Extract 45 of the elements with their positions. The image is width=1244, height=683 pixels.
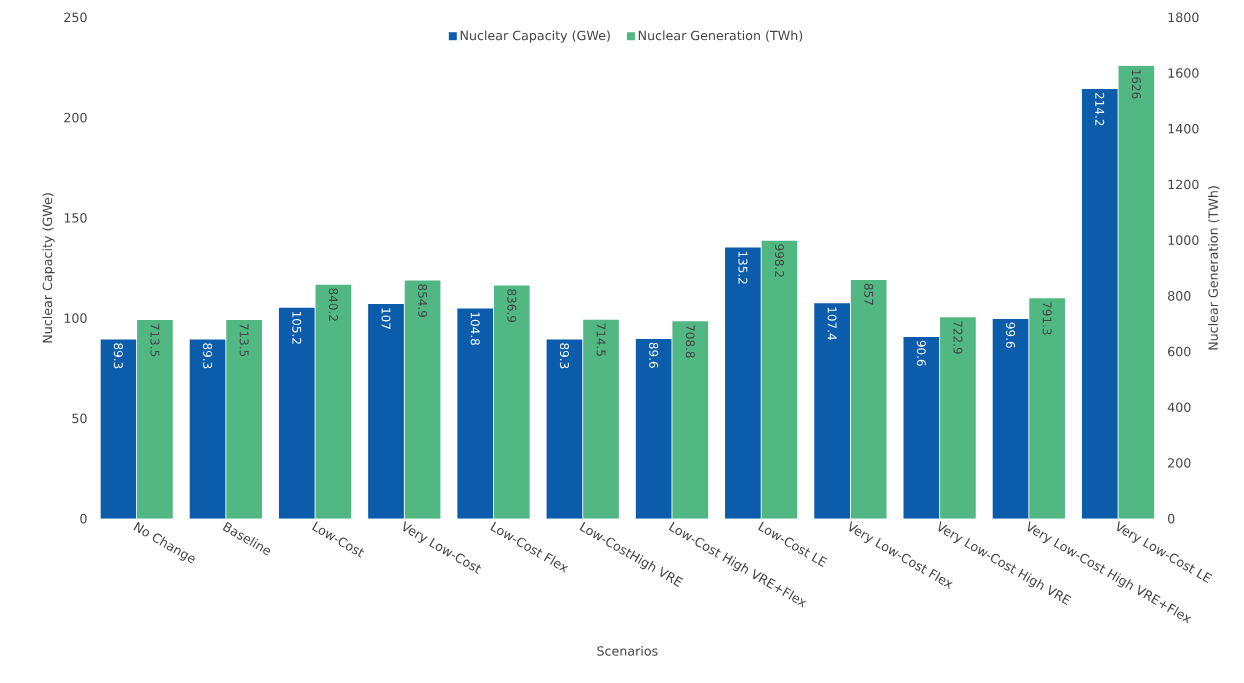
data-label: 836.9 — [507, 289, 517, 323]
data-label: 840.2 — [328, 288, 338, 321]
data-label: 135.2 — [738, 251, 748, 284]
y2-tick-label: 1000 — [1168, 235, 1199, 246]
y-tick-label: 200 — [64, 112, 87, 123]
data-label: 708.8 — [685, 325, 695, 358]
data-label: 89.3 — [559, 343, 569, 369]
data-label: 791.3 — [1042, 302, 1052, 335]
data-label: 90.6 — [916, 340, 926, 367]
y2-tick-label: 800 — [1168, 291, 1191, 301]
y2-tick-label: 1800 — [1168, 12, 1199, 23]
y2-tick-label: 1200 — [1168, 179, 1199, 190]
y2-tick-label: 200 — [1168, 458, 1191, 468]
y2-tick-label: 1600 — [1168, 68, 1199, 78]
data-label: 104.8 — [470, 312, 480, 346]
y-tick-label: 0 — [80, 514, 87, 524]
y-axis-title: Nuclear Capacity (GWe) — [42, 193, 55, 343]
y2-tick-label: 0 — [1168, 514, 1175, 524]
data-label: 713.5 — [150, 324, 160, 357]
data-label: 89.3 — [113, 343, 123, 369]
data-label: 105.2 — [292, 312, 302, 344]
data-label: 107.4 — [827, 307, 837, 341]
data-label: 722.9 — [953, 321, 963, 354]
y-tick-label: 50 — [72, 413, 87, 424]
legend-label: Nuclear Capacity (GWe) — [460, 30, 610, 43]
data-label: 214.2 — [1095, 93, 1105, 126]
data-label: 854.9 — [418, 284, 428, 318]
y-tick-label: 250 — [64, 12, 87, 23]
data-label: 1626 — [1131, 70, 1141, 99]
y2-tick-label: 400 — [1167, 402, 1191, 413]
y-tick-label: 150 — [64, 213, 87, 223]
y2-axis-title: Nuclear Generation (TWh) — [1208, 186, 1220, 350]
y2-tick-label: 1400 — [1168, 124, 1199, 134]
y2-tick-label: 600 — [1168, 346, 1191, 357]
data-label: 714.5 — [596, 323, 606, 357]
data-label: 89.6 — [649, 342, 659, 369]
data-label: 857 — [864, 283, 874, 305]
x-axis-title: Scenarios — [597, 646, 658, 656]
data-label: 713.5 — [239, 324, 249, 357]
data-label: 89.3 — [203, 343, 213, 369]
data-label: 998.2 — [774, 244, 785, 277]
y-tick-label: 100 — [64, 313, 87, 324]
data-label: 107 — [381, 308, 391, 330]
legend-label: Nuclear Generation (TWh) — [638, 30, 803, 42]
data-label: 99.6 — [1006, 322, 1016, 348]
